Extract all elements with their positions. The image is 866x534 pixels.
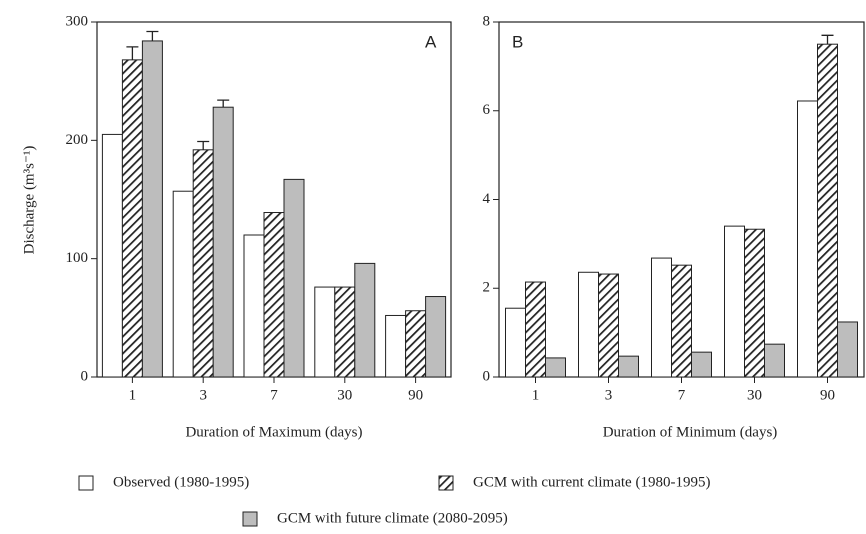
error-bar <box>197 140 210 150</box>
bar <box>314 286 336 378</box>
bar <box>192 149 214 378</box>
bar <box>385 314 407 378</box>
y-tick-label: 100 <box>66 250 89 266</box>
bar <box>764 343 785 378</box>
error-bar <box>126 46 139 60</box>
bar <box>525 281 546 378</box>
legend-swatch <box>78 475 94 491</box>
bar <box>671 264 692 378</box>
bar <box>283 178 305 378</box>
bar <box>425 296 447 378</box>
bar <box>837 321 858 378</box>
x-axis-label: Duration of Minimum (days) <box>603 424 778 440</box>
y-tick-label: 0 <box>483 368 491 384</box>
y-tick-label: 200 <box>66 132 89 148</box>
bar <box>691 351 712 378</box>
bar <box>243 234 265 378</box>
bar <box>618 355 639 378</box>
bar <box>724 225 745 378</box>
error-bar <box>146 30 159 41</box>
x-tick-label: 90 <box>408 387 423 403</box>
panel-label: A <box>425 32 437 51</box>
bar <box>354 262 376 378</box>
x-tick-label: 1 <box>129 387 137 403</box>
legend-label: Observed (1980-1995) <box>113 474 249 490</box>
legend-label: GCM with future climate (2080-2095) <box>277 510 508 526</box>
bar <box>817 43 838 378</box>
bar <box>172 190 194 378</box>
y-axis-label: Discharge (m³s⁻¹) <box>21 146 37 255</box>
x-tick-label: 30 <box>747 387 762 403</box>
x-tick-label: 30 <box>337 387 352 403</box>
error-bar <box>821 34 834 45</box>
legend-swatch <box>438 475 454 491</box>
y-tick-label: 2 <box>483 280 491 296</box>
y-tick-label: 300 <box>66 13 89 29</box>
legend-label: GCM with current climate (1980-1995) <box>473 474 710 490</box>
x-tick-label: 3 <box>199 387 207 403</box>
bar <box>263 212 285 378</box>
bar <box>545 357 566 378</box>
x-tick-label: 3 <box>605 387 613 403</box>
bar <box>334 286 356 378</box>
x-tick-label: 7 <box>678 387 686 403</box>
y-tick-label: 4 <box>483 191 491 207</box>
bar <box>744 228 765 378</box>
y-tick-label: 8 <box>483 13 491 29</box>
x-tick-label: 1 <box>532 387 540 403</box>
bar <box>405 310 427 378</box>
bar <box>101 133 123 378</box>
bar <box>578 271 599 378</box>
bar <box>598 273 619 378</box>
bar <box>141 40 163 378</box>
y-tick-label: 6 <box>483 102 491 118</box>
bar <box>212 106 234 378</box>
bar <box>121 59 143 378</box>
y-tick-label: 0 <box>81 368 89 384</box>
bar <box>651 257 672 378</box>
panel-label: B <box>512 32 523 51</box>
error-bar <box>217 99 230 108</box>
bar <box>797 100 818 378</box>
legend-swatch <box>242 511 258 527</box>
x-axis-label: Duration of Maximum (days) <box>185 424 362 440</box>
x-tick-label: 90 <box>820 387 835 403</box>
bar <box>505 307 526 378</box>
x-tick-label: 7 <box>270 387 278 403</box>
